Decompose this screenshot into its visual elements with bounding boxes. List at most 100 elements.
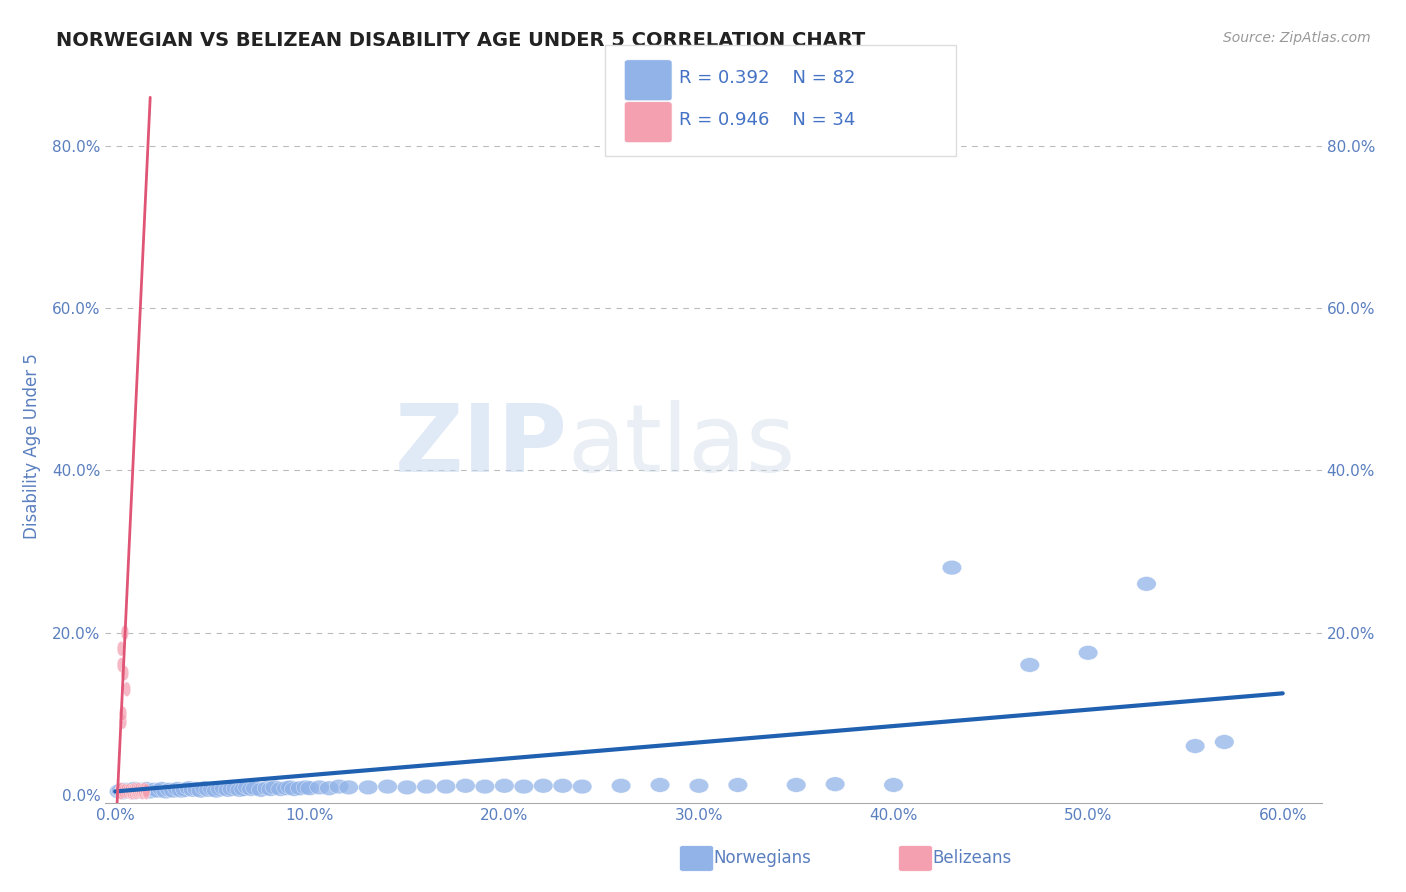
Ellipse shape — [122, 682, 131, 697]
Ellipse shape — [689, 779, 709, 793]
Ellipse shape — [145, 782, 165, 797]
Ellipse shape — [120, 706, 127, 721]
Ellipse shape — [180, 780, 198, 796]
Ellipse shape — [135, 782, 142, 797]
Ellipse shape — [120, 784, 127, 798]
Ellipse shape — [115, 782, 135, 797]
Ellipse shape — [148, 783, 167, 798]
Ellipse shape — [136, 783, 145, 798]
FancyBboxPatch shape — [679, 846, 713, 871]
Ellipse shape — [135, 784, 142, 798]
Text: Source: ZipAtlas.com: Source: ZipAtlas.com — [1223, 31, 1371, 45]
Ellipse shape — [339, 780, 359, 795]
Ellipse shape — [115, 784, 122, 798]
Ellipse shape — [416, 780, 436, 794]
Ellipse shape — [195, 780, 215, 796]
Text: NORWEGIAN VS BELIZEAN DISABILITY AGE UNDER 5 CORRELATION CHART: NORWEGIAN VS BELIZEAN DISABILITY AGE UND… — [56, 31, 866, 50]
Ellipse shape — [572, 780, 592, 794]
Ellipse shape — [226, 780, 246, 796]
Ellipse shape — [165, 783, 183, 798]
Ellipse shape — [222, 781, 242, 797]
Ellipse shape — [122, 784, 131, 798]
Ellipse shape — [117, 785, 125, 799]
Ellipse shape — [183, 782, 202, 797]
Ellipse shape — [215, 780, 233, 796]
Ellipse shape — [117, 641, 125, 656]
Ellipse shape — [359, 780, 378, 795]
Ellipse shape — [264, 780, 284, 795]
Ellipse shape — [231, 782, 249, 797]
Ellipse shape — [132, 783, 141, 798]
Ellipse shape — [233, 781, 253, 797]
Ellipse shape — [378, 780, 398, 794]
Ellipse shape — [120, 714, 127, 729]
Ellipse shape — [262, 781, 281, 797]
Ellipse shape — [139, 783, 146, 798]
Text: R = 0.946    N = 34: R = 0.946 N = 34 — [679, 112, 855, 129]
Ellipse shape — [1019, 657, 1039, 673]
Ellipse shape — [825, 777, 845, 791]
Ellipse shape — [121, 665, 129, 681]
Ellipse shape — [114, 785, 132, 799]
Ellipse shape — [141, 784, 148, 798]
Ellipse shape — [127, 783, 146, 798]
Ellipse shape — [398, 780, 416, 795]
Ellipse shape — [117, 782, 125, 797]
Ellipse shape — [651, 778, 669, 792]
Ellipse shape — [131, 784, 139, 798]
Ellipse shape — [122, 785, 142, 799]
Ellipse shape — [167, 781, 187, 797]
Ellipse shape — [127, 784, 135, 798]
Text: R = 0.392    N = 82: R = 0.392 N = 82 — [679, 70, 855, 87]
Ellipse shape — [284, 781, 304, 797]
Ellipse shape — [139, 785, 146, 799]
Ellipse shape — [198, 782, 218, 797]
Ellipse shape — [211, 781, 231, 797]
Ellipse shape — [187, 781, 207, 797]
Ellipse shape — [1215, 735, 1234, 749]
Ellipse shape — [129, 785, 136, 799]
Ellipse shape — [728, 778, 748, 792]
FancyBboxPatch shape — [898, 846, 932, 871]
Ellipse shape — [456, 779, 475, 793]
Y-axis label: Disability Age Under 5: Disability Age Under 5 — [22, 353, 41, 539]
Ellipse shape — [319, 780, 339, 796]
Ellipse shape — [942, 560, 962, 575]
Ellipse shape — [136, 784, 145, 798]
Ellipse shape — [1185, 739, 1205, 754]
Ellipse shape — [142, 785, 150, 799]
Ellipse shape — [786, 778, 806, 792]
Ellipse shape — [117, 784, 136, 798]
Text: Belizeans: Belizeans — [932, 849, 1012, 867]
Ellipse shape — [115, 783, 122, 798]
Ellipse shape — [129, 783, 136, 798]
Ellipse shape — [160, 782, 180, 797]
Ellipse shape — [152, 781, 172, 797]
Ellipse shape — [117, 657, 125, 673]
Ellipse shape — [475, 780, 495, 794]
Ellipse shape — [290, 780, 309, 796]
Ellipse shape — [141, 782, 148, 797]
Ellipse shape — [218, 782, 238, 797]
Text: Norwegians: Norwegians — [713, 849, 811, 867]
Ellipse shape — [553, 779, 572, 793]
Ellipse shape — [242, 781, 262, 797]
Ellipse shape — [125, 783, 132, 798]
Ellipse shape — [252, 782, 271, 797]
Ellipse shape — [121, 782, 141, 797]
Ellipse shape — [142, 783, 150, 798]
Ellipse shape — [141, 784, 160, 798]
Ellipse shape — [202, 781, 222, 797]
Ellipse shape — [309, 780, 329, 795]
Ellipse shape — [131, 782, 139, 797]
Ellipse shape — [191, 783, 211, 798]
Ellipse shape — [111, 783, 131, 798]
Ellipse shape — [120, 783, 139, 798]
Ellipse shape — [125, 784, 132, 798]
Ellipse shape — [277, 780, 297, 796]
Ellipse shape — [1078, 646, 1098, 660]
Ellipse shape — [271, 781, 290, 797]
Ellipse shape — [131, 784, 150, 798]
Text: ZIP: ZIP — [395, 400, 568, 492]
Ellipse shape — [1137, 576, 1156, 591]
